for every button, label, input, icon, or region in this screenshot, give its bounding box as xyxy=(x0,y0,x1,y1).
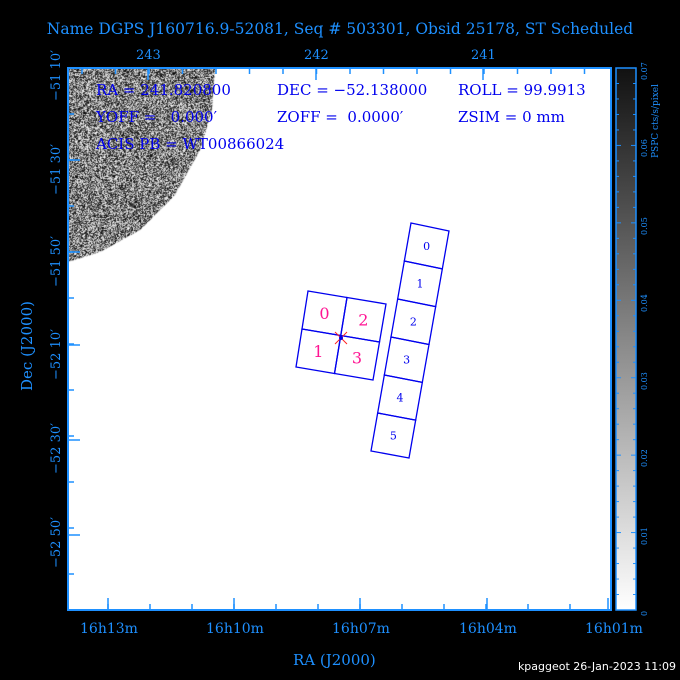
left-tick-label: −51 10′ xyxy=(49,50,64,101)
acis-chips: 0 2 1 3 0 1 2 3 4 5 xyxy=(296,223,449,458)
colorbar xyxy=(616,68,636,610)
left-tick-label: −51 50′ xyxy=(49,236,64,287)
bottom-tick-label: 16h01m xyxy=(585,621,643,637)
zoff-value: ZOFF = 0.0000′ xyxy=(277,108,403,126)
bottom-tick-label: 16h04m xyxy=(459,621,517,637)
colorbar-tick-label: 0.03 xyxy=(640,372,649,390)
left-tick-label: −52 50′ xyxy=(49,517,64,568)
zsim-value: ZSIM = 0 mm xyxy=(458,108,565,126)
bottom-tick-label: 16h13m xyxy=(80,621,138,637)
colorbar-label: PSPC cts/s/pixel xyxy=(651,84,661,158)
left-tick-label: −52 30′ xyxy=(49,423,64,474)
colorbar-tick-label: 0.02 xyxy=(640,449,649,467)
top-tick-label: 243 xyxy=(136,48,161,63)
chip-label: 0 xyxy=(423,240,430,253)
bottom-tick-label: 16h07m xyxy=(332,621,390,637)
left-tick-label: −51 30′ xyxy=(49,144,64,195)
colorbar-tick-label: 0.05 xyxy=(640,217,649,235)
chip-label: 4 xyxy=(397,391,404,404)
chip-label: 5 xyxy=(390,429,397,442)
colorbar-tick-label: 0.04 xyxy=(640,294,649,312)
top-tick-label: 241 xyxy=(471,48,496,63)
chip-label: 2 xyxy=(410,316,417,329)
acis-pb-value: ACIS PB = WT00866024 xyxy=(96,135,284,153)
top-tick-label: 242 xyxy=(304,48,329,63)
dec-value: DEC = −52.138000 xyxy=(277,81,427,99)
colorbar-tick-label: 0.07 xyxy=(640,62,649,80)
left-tick-label: −52 10′ xyxy=(49,329,64,380)
y-axis-label: Dec (J2000) xyxy=(18,301,36,391)
bottom-tick-label: 16h10m xyxy=(206,621,264,637)
chip-label: 0 xyxy=(319,304,329,323)
yoff-value: YOFF = 0.000′ xyxy=(96,108,217,126)
roll-value: ROLL = 99.9913 xyxy=(458,81,586,99)
chip-label: 2 xyxy=(358,310,368,329)
chip-label: 3 xyxy=(352,348,362,367)
colorbar-tick-label: 0.01 xyxy=(640,527,649,545)
colorbar-tick-label: 0 xyxy=(640,611,649,616)
footer-user-timestamp: kpaggeot 26-Jan-2023 11:09 xyxy=(518,660,676,673)
ra-value: RA = 241.820800 xyxy=(96,81,231,99)
chip-label: 1 xyxy=(313,342,323,361)
chip-label: 3 xyxy=(403,354,410,367)
x-axis-label: RA (J2000) xyxy=(293,651,376,669)
chip-label: 1 xyxy=(417,278,424,291)
colorbar-tick-label: 0.06 xyxy=(640,140,649,158)
